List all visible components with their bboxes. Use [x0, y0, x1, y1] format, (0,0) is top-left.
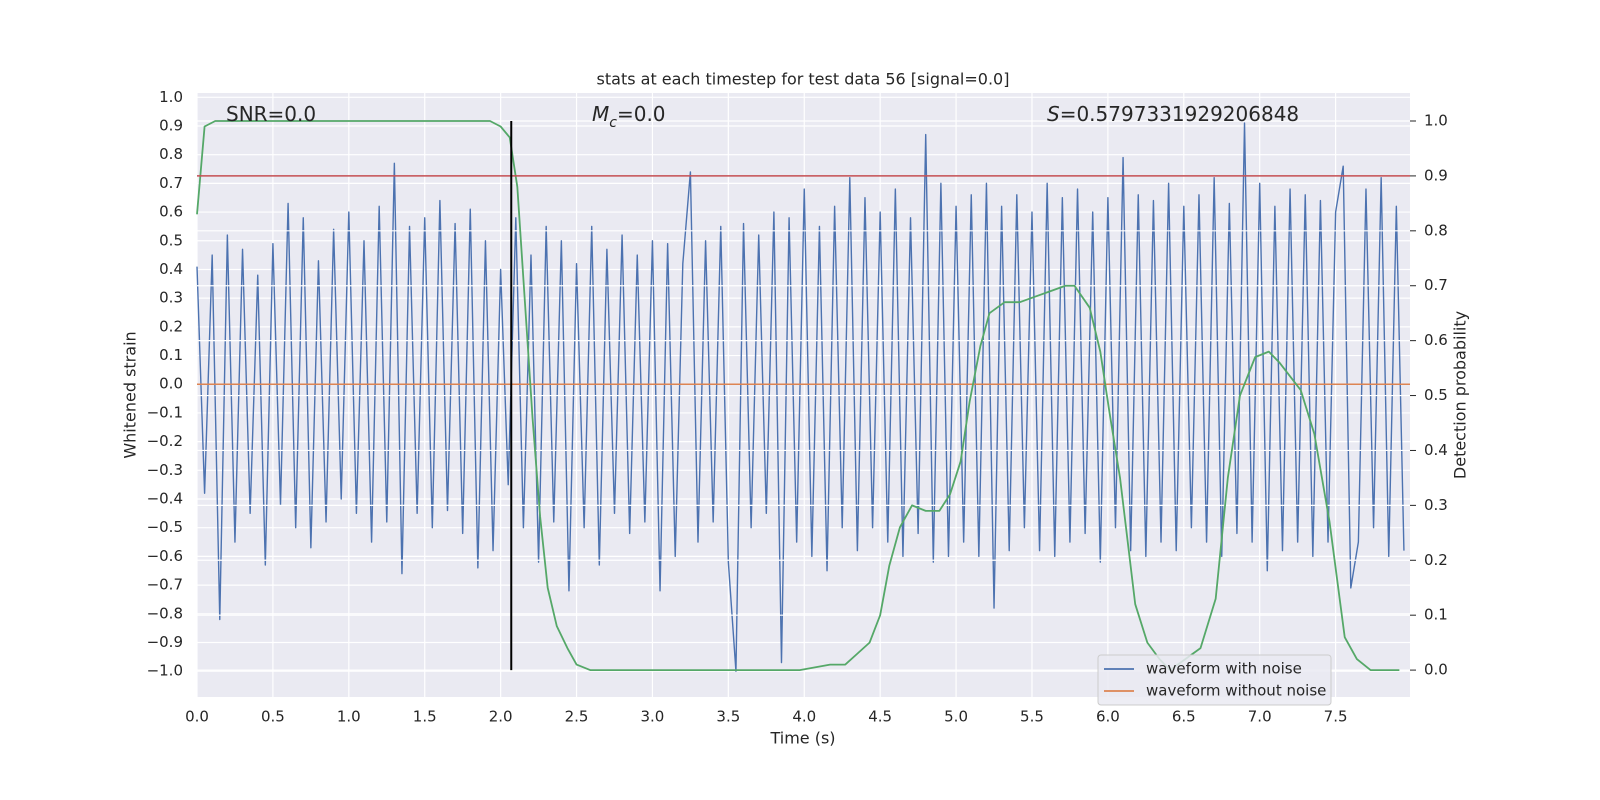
x-tick-label: 7.5: [1324, 708, 1348, 726]
x-tick-label: 6.0: [1096, 708, 1120, 726]
x-tick-label: 0.5: [261, 708, 285, 726]
y2-tick-label: 0.7: [1424, 276, 1448, 294]
y-tick-label: 0.9: [159, 116, 183, 134]
x-tick-label: 2.5: [565, 708, 589, 726]
x-tick-label: 7.0: [1248, 708, 1272, 726]
y2-tick-label: 0.1: [1424, 606, 1448, 624]
y-axis-label: Whitened strain: [121, 331, 140, 458]
x-tick-label: 2.0: [489, 708, 513, 726]
x-tick-label: 3.0: [641, 708, 665, 726]
y-tick-label: 0.7: [159, 174, 183, 192]
y2-axis-label: Detection probability: [1451, 311, 1470, 479]
annotation: SNR=0.0: [226, 102, 316, 126]
annotation: Mc=0.0: [592, 102, 666, 132]
y-tick-label: 0.3: [159, 289, 183, 307]
y-tick-label: −0.3: [147, 461, 183, 479]
y-tick-label: −0.8: [147, 604, 183, 622]
annotation-part: M: [592, 102, 609, 126]
annotation-part: c: [609, 115, 617, 131]
y-tick-label: −0.4: [147, 490, 183, 508]
y2-tick-label: 1.0: [1424, 112, 1448, 130]
x-tick-label: 1.5: [413, 708, 437, 726]
y2-tick-label: 0.0: [1424, 661, 1448, 679]
annotation-part: SNR=0.0: [226, 102, 316, 126]
line-series: [196, 122, 1405, 672]
y2-tick-label: 0.2: [1424, 551, 1448, 569]
y-tick-label: −0.7: [147, 576, 183, 594]
y-tick-label: −0.2: [147, 432, 183, 450]
y-tick-label: −0.1: [147, 403, 183, 421]
y-tick-label: −1.0: [147, 662, 183, 680]
x-tick-label: 5.5: [1020, 708, 1044, 726]
legend-label: waveform without noise: [1146, 682, 1326, 700]
x-tick-label: 3.5: [716, 708, 740, 726]
y-tick-label: −0.9: [147, 633, 183, 651]
y2-tick-label: 0.6: [1424, 331, 1448, 349]
y-tick-label: −0.6: [147, 547, 183, 565]
x-axis-label: Time (s): [769, 729, 835, 748]
y-tick-label: 0.1: [159, 346, 183, 364]
y-tick-label: 0.4: [159, 260, 183, 278]
x-tick-label: 0.0: [185, 708, 209, 726]
legend-box: [1097, 654, 1332, 706]
annotation-part: S: [1047, 102, 1060, 126]
annotation: S=0.5797331929206848: [1047, 102, 1299, 126]
y-tick-label: 1.0: [159, 88, 183, 106]
y-tick-label: 0.0: [159, 375, 183, 393]
x-tick-label: 4.5: [868, 708, 892, 726]
x-tick-label: 6.5: [1172, 708, 1196, 726]
y-tick-label: −0.5: [147, 518, 183, 536]
x-tick-label: 1.0: [337, 708, 361, 726]
line-series: [196, 120, 1400, 671]
y-tick-label: 0.6: [159, 203, 183, 221]
legend-label: waveform with noise: [1146, 660, 1302, 678]
y2-tick-label: 0.4: [1424, 441, 1448, 459]
y2-tick-label: 0.9: [1424, 166, 1448, 184]
x-tick-label: 5.0: [944, 708, 968, 726]
y2-tick-label: 0.5: [1424, 386, 1448, 404]
annotation-part: =0.0: [617, 102, 666, 126]
y2-tick-label: 0.3: [1424, 496, 1448, 514]
y-tick-label: 0.8: [159, 145, 183, 163]
y-tick-label: 0.5: [159, 231, 183, 249]
y2-tick-label: 0.8: [1424, 221, 1448, 239]
y-tick-label: 0.2: [159, 317, 183, 335]
x-tick-label: 4.0: [792, 708, 816, 726]
annotation-part: =0.5797331929206848: [1060, 102, 1299, 126]
chart-title: stats at each timestep for test data 56 …: [597, 70, 1010, 89]
